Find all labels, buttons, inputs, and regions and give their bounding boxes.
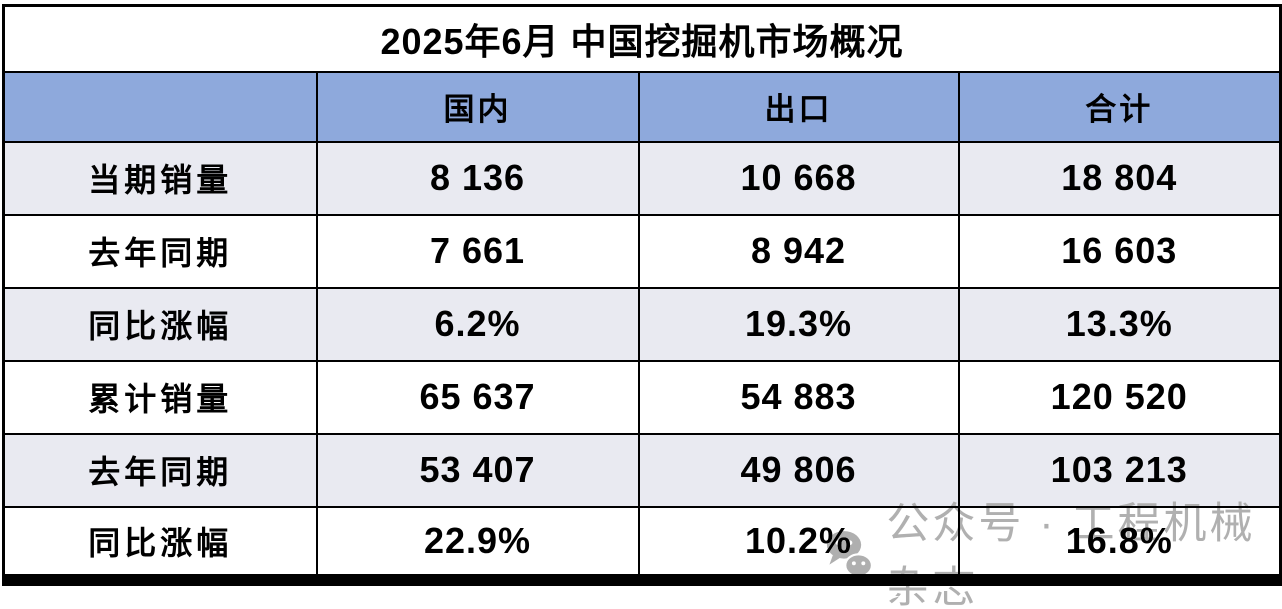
header-cell-empty bbox=[2, 70, 318, 143]
table-row-last-year-cumulative: 去年同期 53 407 49 806 103 213 bbox=[2, 432, 1282, 508]
table-row-current-sales: 当期销量 8 136 10 668 18 804 bbox=[2, 140, 1282, 216]
cell-value: 54 883 bbox=[637, 359, 960, 435]
cell-value: 13.3% bbox=[957, 286, 1282, 362]
cell-value: 49 806 bbox=[637, 432, 960, 508]
row-label: 当期销量 bbox=[2, 140, 318, 216]
cell-value: 16.8% bbox=[957, 505, 1282, 581]
table-title: 2025年6月 中国挖掘机市场概况 bbox=[2, 4, 1282, 73]
cell-value: 22.9% bbox=[315, 505, 640, 581]
row-label: 去年同期 bbox=[2, 213, 318, 289]
cell-value: 10 668 bbox=[637, 140, 960, 216]
header-cell-total: 合计 bbox=[957, 70, 1282, 143]
cell-value: 8 942 bbox=[637, 213, 960, 289]
table-row-last-year-same-period: 去年同期 7 661 8 942 16 603 bbox=[2, 213, 1282, 289]
excavator-market-table: 2025年6月 中国挖掘机市场概况 国内 出口 合计 当期销量 8 136 10… bbox=[2, 4, 1282, 586]
table-title-row: 2025年6月 中国挖掘机市场概况 bbox=[2, 4, 1282, 73]
table-header-row: 国内 出口 合计 bbox=[2, 70, 1282, 143]
watermark-bubble-tail-notch bbox=[812, 596, 900, 606]
table-row-yoy-change: 同比涨幅 6.2% 19.3% 13.3% bbox=[2, 286, 1282, 362]
cell-value: 103 213 bbox=[957, 432, 1282, 508]
header-cell-export: 出口 bbox=[637, 70, 960, 143]
row-label: 去年同期 bbox=[2, 432, 318, 508]
row-label: 同比涨幅 bbox=[2, 505, 318, 581]
cell-value: 6.2% bbox=[315, 286, 640, 362]
row-label: 累计销量 bbox=[2, 359, 318, 435]
cell-value: 120 520 bbox=[957, 359, 1282, 435]
cell-value: 53 407 bbox=[315, 432, 640, 508]
cell-value: 19.3% bbox=[637, 286, 960, 362]
table-row-cumulative-sales: 累计销量 65 637 54 883 120 520 bbox=[2, 359, 1282, 435]
cell-value: 8 136 bbox=[315, 140, 640, 216]
row-label: 同比涨幅 bbox=[2, 286, 318, 362]
cell-value: 16 603 bbox=[957, 213, 1282, 289]
cell-value: 65 637 bbox=[315, 359, 640, 435]
cell-value: 18 804 bbox=[957, 140, 1282, 216]
header-cell-domestic: 国内 bbox=[315, 70, 640, 143]
cell-value: 10.2% bbox=[637, 505, 960, 581]
table-row-cumulative-yoy-change: 同比涨幅 22.9% 10.2% 16.8% bbox=[2, 505, 1282, 581]
cell-value: 7 661 bbox=[315, 213, 640, 289]
